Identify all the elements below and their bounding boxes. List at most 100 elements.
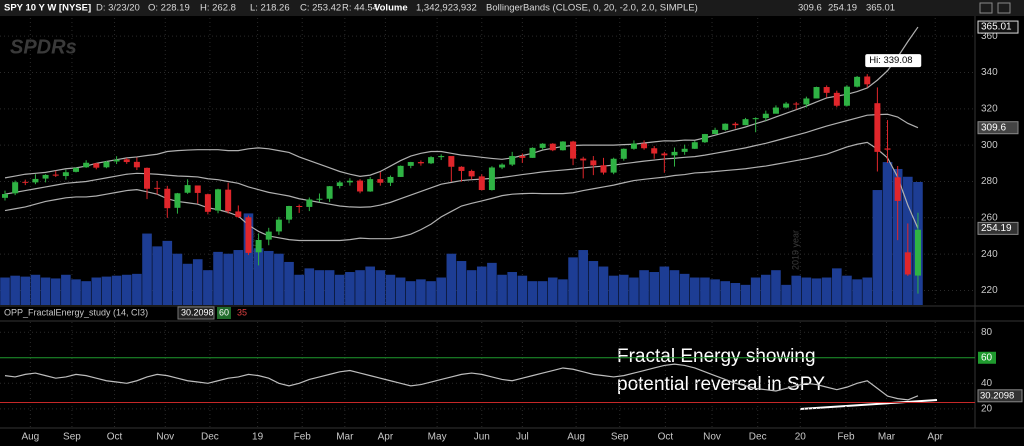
candle-body — [265, 231, 272, 240]
volume-bar — [20, 276, 31, 305]
candle-body — [113, 159, 120, 162]
candle-body — [164, 188, 171, 209]
fe-last-box — [977, 389, 1023, 403]
x-tick-label: Apr — [927, 432, 943, 443]
volume-bar — [842, 275, 852, 305]
volume-bar — [81, 281, 91, 305]
volume-bar — [832, 268, 842, 305]
x-tick-label: May — [428, 432, 447, 443]
fe-last-value: 30.2098 — [980, 390, 1014, 401]
candle-body — [671, 151, 678, 156]
y-tick-label: 280 — [981, 176, 998, 187]
y-tick-label: 20 — [981, 403, 993, 414]
candle-body — [854, 76, 861, 87]
candle-body — [549, 143, 556, 151]
candle-body — [488, 167, 495, 191]
bb-middle-last-box — [977, 121, 1019, 135]
candle-body — [83, 162, 90, 168]
y-tick-label: 300 — [981, 140, 998, 151]
volume-bar — [669, 270, 680, 305]
volume-bar — [771, 270, 781, 305]
candle-body — [235, 211, 242, 217]
candle-body — [610, 158, 617, 173]
candle-body — [823, 87, 830, 93]
candle-body — [701, 134, 708, 143]
volume-bar — [811, 278, 822, 305]
volume-bar — [304, 268, 315, 305]
candle-body — [93, 163, 100, 168]
candle-body — [275, 219, 282, 232]
study-title: OPP_FractalEnergy_study (14, CI3) — [4, 307, 148, 317]
candle-body — [174, 193, 181, 208]
annotation: Fractal Energy showing — [617, 346, 816, 367]
volume-bar — [182, 263, 193, 305]
y-tick-label: 40 — [981, 378, 993, 389]
candle-body — [641, 143, 648, 149]
volume-bar — [233, 250, 244, 305]
volume-bar — [852, 279, 862, 305]
volume-bar — [710, 279, 720, 305]
candle-body — [357, 180, 364, 192]
candle-body — [32, 178, 39, 183]
candle-body — [732, 123, 739, 126]
info-high: H: 262.8 — [200, 3, 236, 14]
study-level-high: 60 — [219, 307, 229, 317]
candle-body — [742, 119, 749, 126]
volume-bar — [568, 257, 578, 305]
volume-bar — [50, 278, 61, 305]
volume-bar — [588, 261, 599, 305]
volume-bar — [284, 261, 294, 305]
volume-bar — [213, 251, 223, 305]
candle-body — [590, 160, 597, 166]
candle-body — [336, 182, 343, 187]
volume-bar — [395, 277, 406, 305]
x-tick-label: Nov — [156, 432, 174, 443]
study-level-box — [217, 307, 231, 319]
volume-bar — [761, 274, 771, 305]
trend-line — [799, 399, 938, 410]
menu-icon[interactable] — [997, 2, 1011, 14]
candle-body — [417, 162, 424, 164]
volume-bar — [487, 262, 497, 305]
info-bb-lower: 254.19 — [828, 3, 857, 14]
volume-bar — [750, 277, 761, 305]
candle-body — [600, 165, 607, 173]
volume-bar — [730, 283, 741, 305]
volume-bar — [801, 277, 812, 305]
x-tick-label: Feb — [294, 432, 312, 443]
symbol-title: SPY 10 Y W [NYSE] — [4, 3, 91, 14]
volume-bar — [223, 253, 233, 305]
candle-body — [133, 161, 140, 168]
level-box — [978, 351, 996, 364]
x-tick-label: Aug — [21, 432, 39, 443]
volume-bar — [781, 284, 791, 305]
candle-body — [144, 167, 151, 189]
volume-bar — [639, 270, 649, 305]
candle-body — [346, 180, 353, 183]
candle-body — [286, 206, 293, 220]
watermark: SPDRs — [10, 36, 77, 58]
volume-bar — [517, 275, 528, 305]
candle-body — [874, 103, 881, 152]
volume-bar — [274, 253, 284, 305]
volume-bar — [30, 274, 41, 305]
candle-body — [184, 185, 191, 193]
x-tick-label: Oct — [107, 432, 123, 443]
volume-bar — [355, 270, 365, 305]
x-tick-label: Feb — [837, 432, 855, 443]
y-tick-label: 360 — [981, 31, 998, 42]
hi-callout-box — [865, 54, 922, 68]
y-tick-label: 240 — [981, 249, 998, 260]
candle-body — [397, 165, 404, 177]
settings-icon[interactable] — [979, 2, 993, 14]
volume-bar — [111, 275, 122, 305]
info-bb-upper: 365.01 — [866, 3, 895, 14]
x-tick-label: Mar — [878, 432, 896, 443]
x-tick-label: Mar — [336, 432, 354, 443]
x-tick-label: Apr — [378, 432, 394, 443]
candle-body — [833, 92, 840, 106]
volume-bar — [791, 275, 802, 305]
candle-body — [12, 182, 19, 194]
candle-body — [843, 86, 850, 106]
